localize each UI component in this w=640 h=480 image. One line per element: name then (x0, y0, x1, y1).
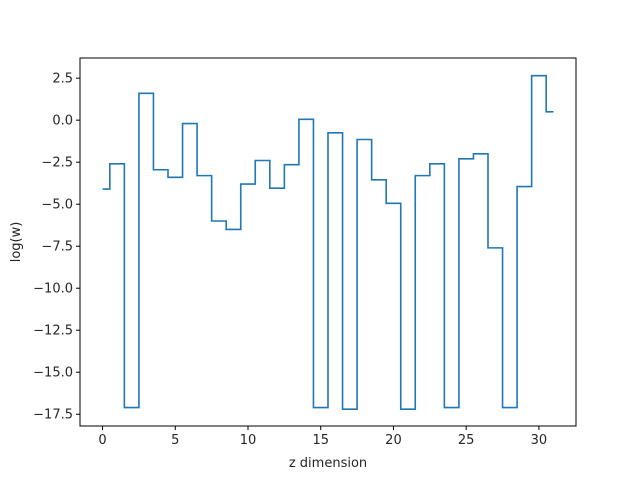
y-axis-label: log(w) (9, 222, 24, 263)
y-tick-label: −2.5 (41, 156, 73, 171)
axis-ticks: 0 5 10 15 20 25 30 2.5 0.0 −2.5 −5.0 −7.5 −10.0 −12.5… (33, 72, 547, 448)
x-tick-label: 0 (98, 433, 106, 448)
y-tick-label: −10.0 (33, 282, 73, 297)
y-tick-label: 2.5 (52, 72, 73, 87)
y-tick-label: −17.5 (33, 408, 73, 423)
y-tick-label: 0.0 (52, 114, 73, 129)
x-axis-label: z dimension (289, 456, 367, 471)
x-tick-label: 5 (171, 433, 179, 448)
series-layer (102, 74, 554, 410)
x-tick-label: 30 (531, 433, 548, 448)
x-tick-label: 10 (240, 433, 257, 448)
x-tick-label: 25 (458, 433, 475, 448)
y-tick-label: −5.0 (41, 198, 73, 213)
x-tick-label: 15 (312, 433, 329, 448)
y-tick-label: −12.5 (33, 324, 73, 339)
x-tick-label: 20 (385, 433, 402, 448)
y-tick-label: −7.5 (41, 240, 73, 255)
series-line (102, 74, 554, 410)
y-tick-label: −15.0 (33, 366, 73, 381)
plot-frame (79, 57, 577, 427)
